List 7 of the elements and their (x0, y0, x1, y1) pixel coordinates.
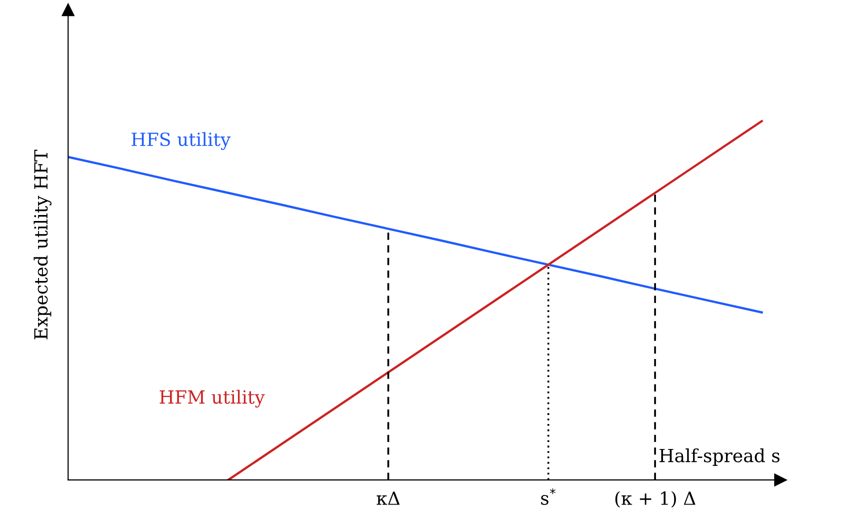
text: HFM utility (160, 390, 265, 408)
x-axis-title: Half-spread s (660, 448, 780, 466)
x-tick-label: κΔ (376, 492, 400, 505)
series-label: HFS utility (132, 132, 231, 150)
x-tick-label: (κ + 1) Δ (615, 491, 696, 508)
x-tick-label: s$^{*}$ (541, 488, 556, 505)
y-axis-title: Expected utility HFT (34, 150, 52, 340)
